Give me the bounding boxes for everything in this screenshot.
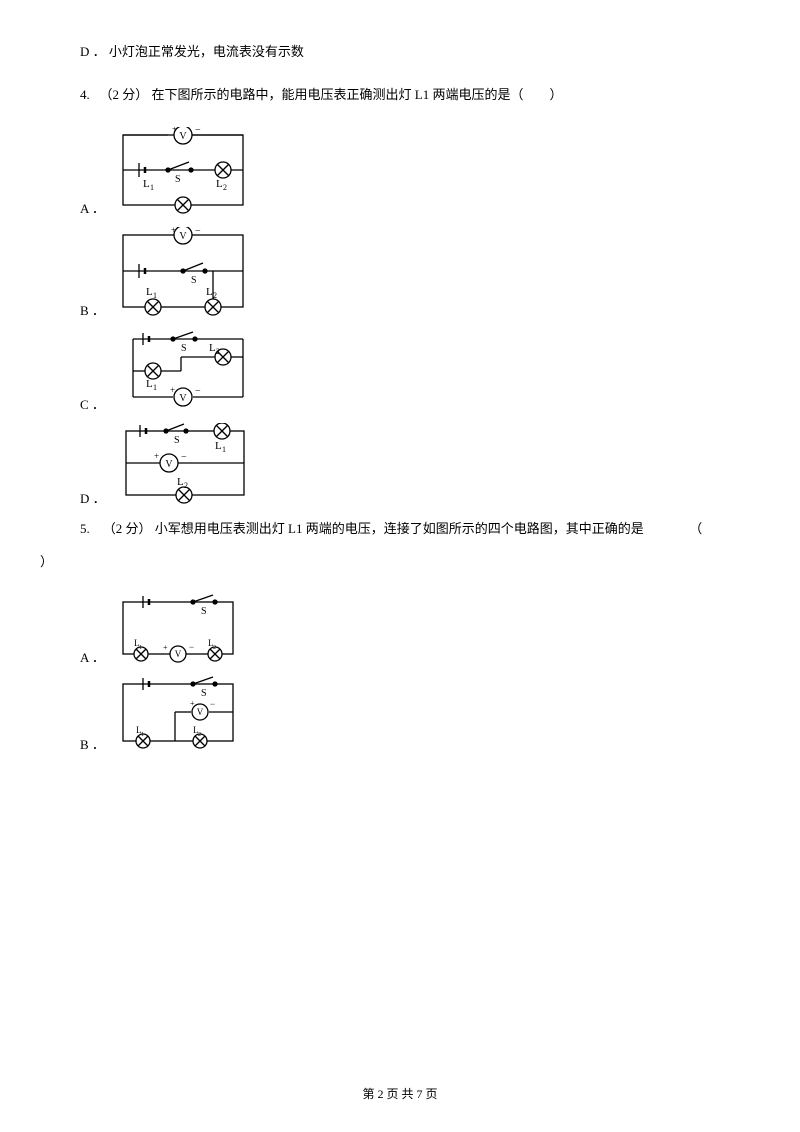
svg-text:2: 2 — [198, 732, 201, 738]
svg-text:+: + — [170, 385, 175, 395]
svg-text:2: 2 — [213, 291, 217, 300]
svg-text:V: V — [175, 649, 182, 659]
q4-points: （2 分） — [100, 87, 149, 102]
q4-circuit-d: S L1 + − V L2 — [114, 423, 254, 505]
question-5-close: ） — [40, 550, 720, 573]
q5-circuit-a: S L1 + − V L2 — [113, 594, 243, 664]
svg-text:2: 2 — [184, 481, 188, 490]
svg-text:1: 1 — [141, 732, 144, 738]
svg-text:V: V — [165, 459, 173, 470]
svg-text:−: − — [195, 386, 201, 397]
question-5: 5. （2 分） 小军想用电压表测出灯 L1 两端的电压，连接了如图所示的四个电… — [80, 517, 720, 540]
svg-text:L: L — [177, 476, 184, 488]
svg-text:L: L — [146, 286, 153, 298]
svg-text:S: S — [181, 343, 187, 354]
q5-points: （2 分） — [103, 521, 152, 536]
svg-text:+: + — [190, 699, 195, 708]
svg-text:+: + — [171, 227, 176, 235]
q4-circuit-c: S L2 L1 + − V — [113, 329, 253, 411]
svg-text:1: 1 — [153, 383, 157, 392]
svg-text:+: + — [154, 451, 159, 461]
svg-text:L: L — [216, 178, 223, 190]
q4-label-b: B ． — [80, 304, 105, 317]
svg-text:V: V — [179, 131, 187, 142]
svg-text:1: 1 — [153, 291, 157, 300]
q4-num: 4. — [80, 87, 90, 102]
svg-text:1: 1 — [222, 445, 226, 454]
svg-text:L: L — [215, 440, 222, 452]
svg-text:−: − — [181, 452, 187, 463]
q5-label-a: A ． — [80, 651, 105, 664]
svg-text:1: 1 — [150, 183, 154, 192]
svg-text:S: S — [201, 688, 207, 699]
svg-text:V: V — [179, 393, 187, 404]
svg-text:2: 2 — [213, 645, 216, 651]
q5-option-a: A ． S L1 + — [80, 594, 720, 664]
prev-option-d-text: D ． 小灯泡正常发光，电流表没有示数 — [80, 44, 304, 59]
svg-text:1: 1 — [139, 645, 142, 651]
svg-text:−: − — [189, 642, 194, 652]
q5-circuit-b: S + − V L1 L2 — [113, 676, 243, 751]
q5-label-b: B ． — [80, 738, 105, 751]
prev-option-d: D ． 小灯泡正常发光，电流表没有示数 — [80, 40, 720, 63]
svg-text:L: L — [206, 286, 213, 298]
svg-text:S: S — [175, 174, 181, 185]
svg-text:−: − — [210, 699, 215, 709]
svg-text:S: S — [174, 435, 180, 446]
q4-text: 在下图所示的电路中，能用电压表正确测出灯 L1 两端电压的是（ ） — [152, 87, 563, 102]
svg-text:+: + — [172, 127, 177, 134]
svg-text:−: − — [195, 127, 201, 136]
q4-circuit-b: + − V S L1 L2 — [113, 227, 253, 317]
svg-text:2: 2 — [216, 347, 220, 356]
q5-close: ） — [40, 554, 53, 569]
page-footer: 第 2 页 共 7 页 — [0, 1085, 800, 1102]
q4-label-d: D ． — [80, 492, 106, 505]
svg-text:V: V — [197, 707, 204, 717]
svg-text:L: L — [209, 342, 216, 354]
q5-option-b: B ． — [80, 676, 720, 751]
q4-circuit-a: + − V S L1 L2 — [113, 127, 253, 215]
q5-num: 5. — [80, 521, 90, 536]
svg-text:S: S — [191, 275, 197, 286]
question-4: 4. （2 分） 在下图所示的电路中，能用电压表正确测出灯 L1 两端电压的是（… — [80, 83, 720, 106]
footer-text: 第 2 页 共 7 页 — [362, 1087, 437, 1101]
q4-option-a: A ． — [80, 127, 720, 215]
q4-option-b: B ． — [80, 227, 720, 317]
q4-label-a: A ． — [80, 202, 105, 215]
q4-option-d: D ． S L1 — [80, 423, 720, 505]
svg-text:L: L — [146, 378, 153, 390]
svg-text:V: V — [179, 231, 187, 242]
svg-text:−: − — [195, 227, 201, 237]
svg-text:L: L — [143, 178, 150, 190]
svg-text:2: 2 — [223, 183, 227, 192]
q4-label-c: C ． — [80, 398, 105, 411]
svg-text:+: + — [163, 643, 168, 652]
q4-option-c: C ． — [80, 329, 720, 411]
svg-text:S: S — [201, 606, 207, 617]
q5-text: 小军想用电压表测出灯 L1 两端的电压，连接了如图所示的四个电路图，其中正确的是… — [155, 521, 728, 536]
